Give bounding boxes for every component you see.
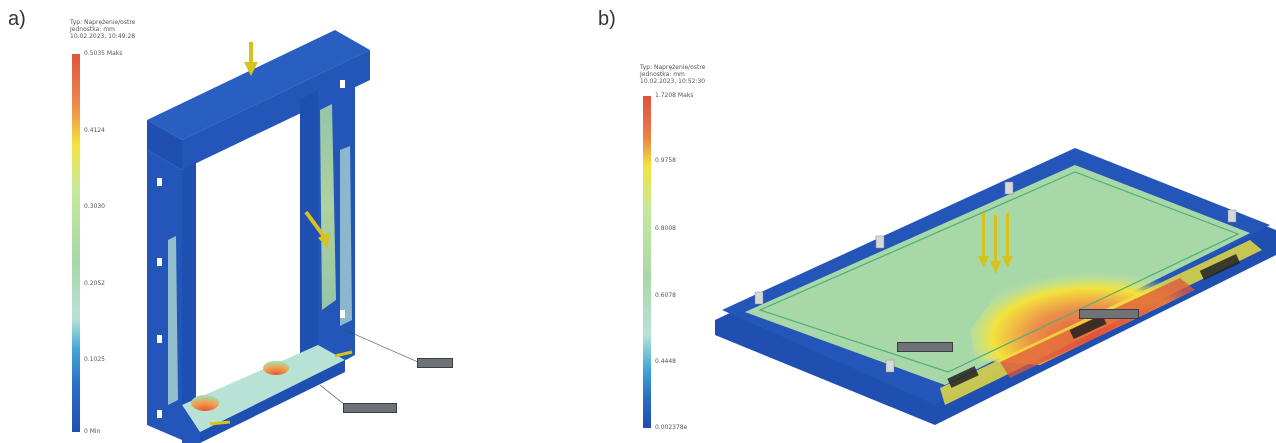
legend-b-tick-2: 0.8008 [655, 225, 676, 232]
legend-a-tick-2: 0.3030 [84, 203, 105, 210]
legend-b-min-label: 0.002378e [655, 424, 688, 431]
legend-b-header-line-3: 10.02.2023, 10:52:30 [640, 78, 706, 85]
callout-b-2 [1079, 309, 1139, 319]
panel-b-label: b) [598, 8, 616, 30]
legend-a-header-line-1: Typ: Naprężenie/ostre [70, 19, 136, 26]
panel-a-label: a) [8, 8, 26, 30]
legend-a-header-line-2: Jednostka: mm [70, 26, 115, 33]
load-arrow-top-a [244, 42, 258, 76]
legend-b-tick-3: 0.6078 [655, 292, 676, 299]
legend-a-tick-3: 0.2052 [84, 280, 105, 287]
legend-a-max-label: 0.5035 Maks [84, 50, 123, 57]
legend-a-colorbar [72, 54, 80, 432]
legend-b-max-label: 1.7208 Maks [655, 92, 694, 99]
frame-model-a [147, 30, 419, 443]
callout-b-1 [897, 342, 953, 352]
legend-b-header-line-2: Jednostka: mm [640, 71, 685, 78]
legend-b-header-line-1: Typ: Naprężenie/ostre [640, 64, 706, 71]
legend-a-header-line-3: 10.02.2023, 10:49:28 [70, 33, 136, 40]
load-arrows-b [978, 213, 1013, 274]
legend-b-tick-1: 0.9758 [655, 157, 676, 164]
load-arrow-side-a [304, 210, 330, 248]
callout-a-1 [417, 358, 453, 368]
legend-a-tick-4: 0.1025 [84, 356, 105, 363]
legend-b-tick-4: 0.4448 [655, 358, 676, 365]
legend-a-tick-1: 0.4124 [84, 127, 105, 134]
legend-a-min-label: 0 Min [84, 428, 101, 435]
plate-model-b [715, 148, 1276, 425]
load-arrows-base-a [209, 350, 353, 426]
legend-b-colorbar [643, 96, 651, 428]
callout-a-2 [343, 403, 397, 413]
